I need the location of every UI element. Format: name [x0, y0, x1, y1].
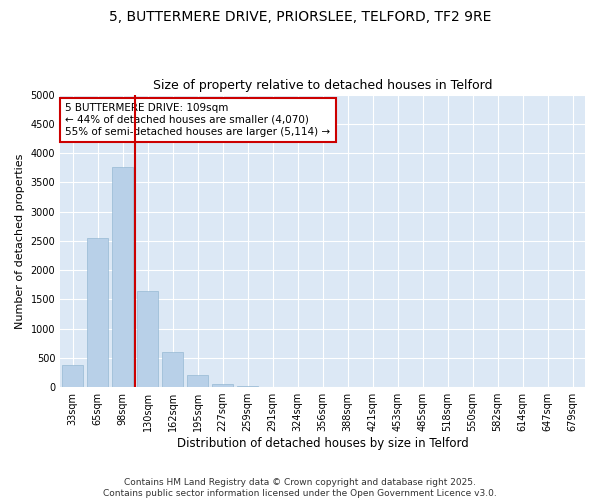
- Title: Size of property relative to detached houses in Telford: Size of property relative to detached ho…: [153, 79, 493, 92]
- Text: Contains HM Land Registry data © Crown copyright and database right 2025.
Contai: Contains HM Land Registry data © Crown c…: [103, 478, 497, 498]
- Text: 5, BUTTERMERE DRIVE, PRIORSLEE, TELFORD, TF2 9RE: 5, BUTTERMERE DRIVE, PRIORSLEE, TELFORD,…: [109, 10, 491, 24]
- Text: 5 BUTTERMERE DRIVE: 109sqm
← 44% of detached houses are smaller (4,070)
55% of s: 5 BUTTERMERE DRIVE: 109sqm ← 44% of deta…: [65, 104, 331, 136]
- Bar: [237, 386, 258, 387]
- X-axis label: Distribution of detached houses by size in Telford: Distribution of detached houses by size …: [177, 437, 469, 450]
- Bar: [137, 291, 158, 387]
- Bar: [112, 167, 133, 387]
- Bar: [212, 384, 233, 387]
- Bar: [187, 376, 208, 387]
- Bar: [162, 352, 183, 387]
- Bar: [62, 366, 83, 387]
- Bar: [87, 238, 108, 387]
- Y-axis label: Number of detached properties: Number of detached properties: [15, 153, 25, 328]
